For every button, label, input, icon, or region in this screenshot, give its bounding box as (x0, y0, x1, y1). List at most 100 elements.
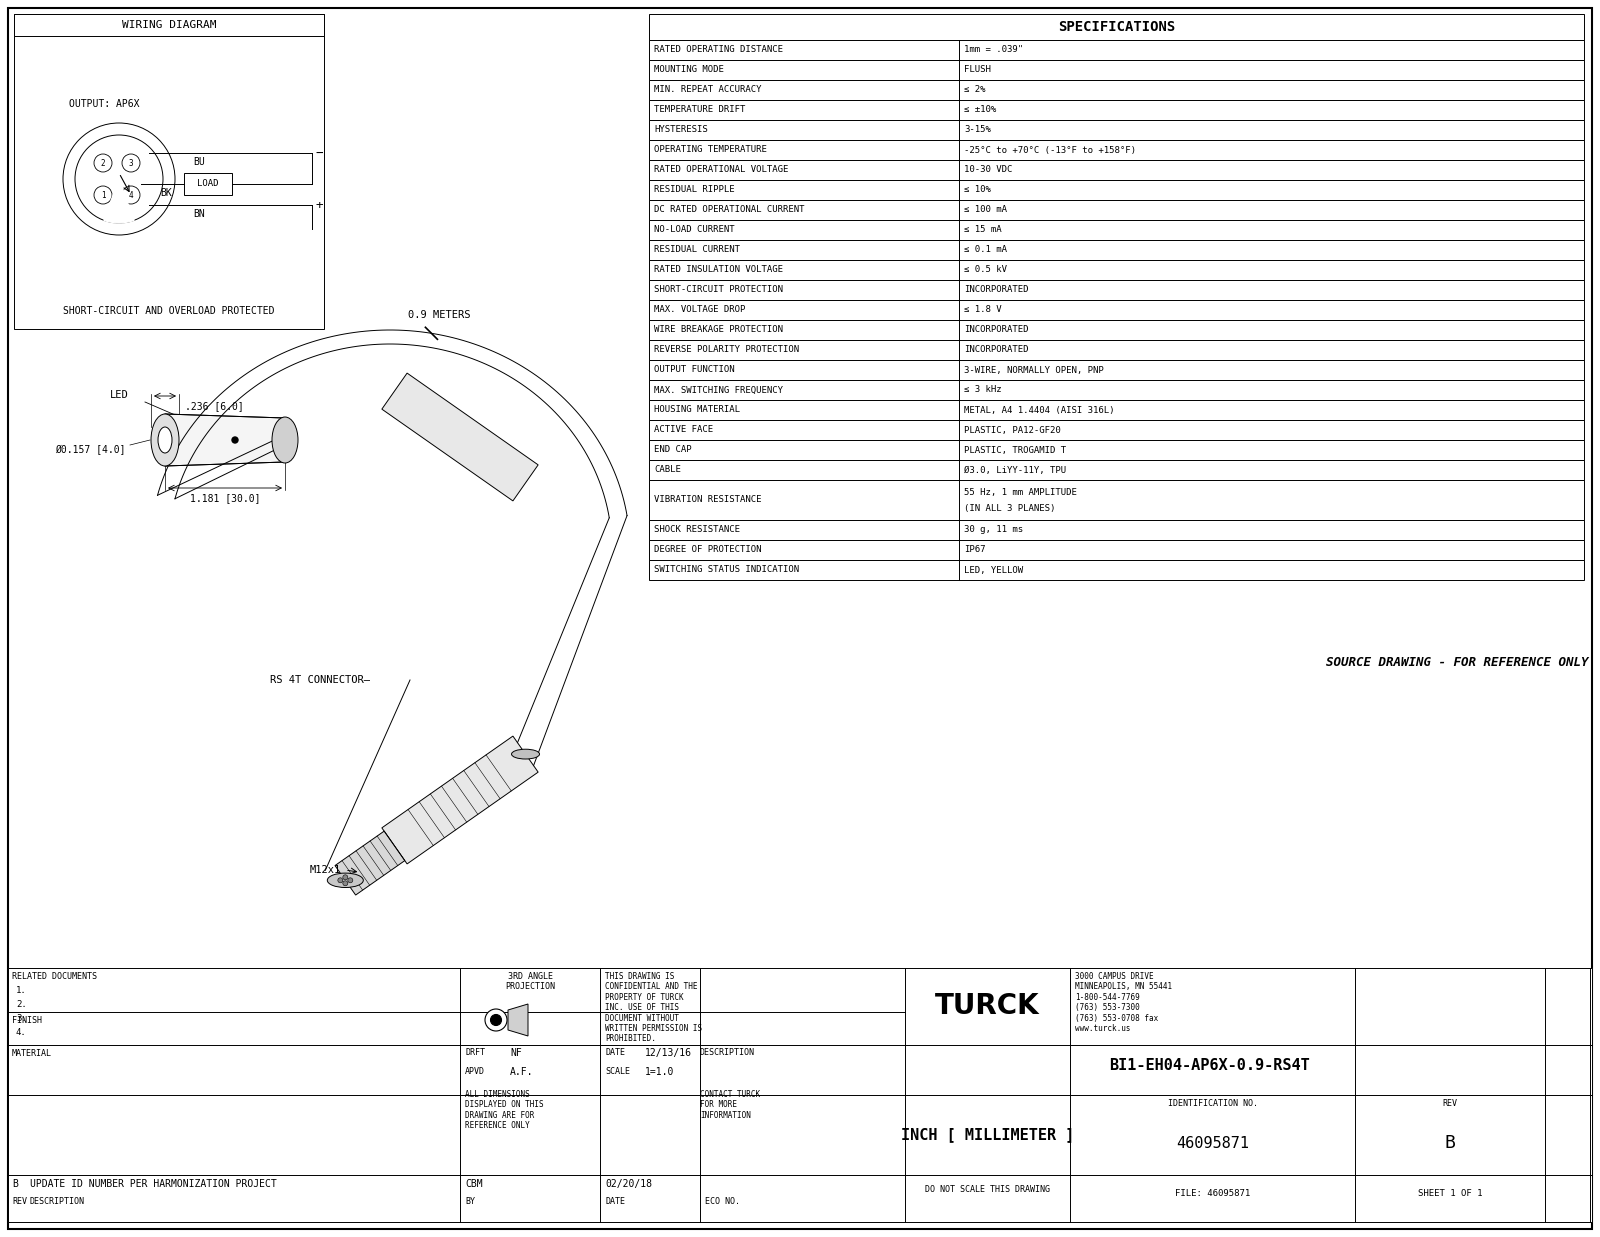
Text: (IN ALL 3 PLANES): (IN ALL 3 PLANES) (963, 505, 1056, 513)
Text: 1: 1 (101, 190, 106, 199)
Text: DATE: DATE (605, 1048, 626, 1056)
Text: TEMPERATURE DRIFT: TEMPERATURE DRIFT (654, 105, 746, 115)
Text: NF: NF (510, 1048, 522, 1058)
Bar (650, 260, 1584, 280)
Text: B: B (13, 1179, 18, 1189)
Circle shape (122, 153, 141, 172)
Text: MAX. VOLTAGE DROP: MAX. VOLTAGE DROP (654, 306, 746, 314)
Text: RESIDUAL CURRENT: RESIDUAL CURRENT (654, 245, 739, 255)
Text: ≤ 3 kHz: ≤ 3 kHz (963, 386, 1002, 395)
Text: METAL, A4 1.4404 (AISI 316L): METAL, A4 1.4404 (AISI 316L) (963, 406, 1115, 414)
Bar (650, 320, 1584, 340)
Polygon shape (509, 1004, 528, 1037)
Bar (650, 421, 1584, 440)
Text: MAX. SWITCHING FREQUENCY: MAX. SWITCHING FREQUENCY (654, 386, 782, 395)
Text: 2: 2 (101, 158, 106, 167)
Text: B: B (1445, 1134, 1456, 1152)
Text: DEGREE OF PROTECTION: DEGREE OF PROTECTION (654, 546, 762, 554)
Text: SHEET 1 OF 1: SHEET 1 OF 1 (1418, 1189, 1482, 1197)
Circle shape (485, 1009, 507, 1030)
Bar (650, 61, 1584, 80)
Text: BN: BN (194, 209, 205, 219)
Bar (650, 520, 1584, 541)
Bar (650, 220, 1584, 240)
Wedge shape (104, 179, 134, 223)
Text: FILE: 46095871: FILE: 46095871 (1174, 1189, 1250, 1197)
Text: SCALE: SCALE (605, 1068, 630, 1076)
Text: ≤ ±10%: ≤ ±10% (963, 105, 997, 115)
Text: FLUSH: FLUSH (963, 66, 990, 74)
Text: NO-LOAD CURRENT: NO-LOAD CURRENT (654, 225, 734, 235)
Bar (650, 181, 1584, 200)
Text: 1mm = .039": 1mm = .039" (963, 46, 1022, 54)
Text: OPERATING TEMPERATURE: OPERATING TEMPERATURE (654, 146, 766, 155)
Text: SHOCK RESISTANCE: SHOCK RESISTANCE (654, 526, 739, 534)
Text: MOUNTING MODE: MOUNTING MODE (654, 66, 723, 74)
Text: +: + (315, 198, 323, 212)
Text: SPECIFICATIONS: SPECIFICATIONS (1058, 20, 1174, 33)
Text: ≤ 1.8 V: ≤ 1.8 V (963, 306, 1002, 314)
Bar (650, 14, 1584, 40)
Text: CBM: CBM (466, 1179, 483, 1189)
Text: 3: 3 (128, 158, 133, 167)
Bar (650, 400, 1584, 421)
Text: LOAD: LOAD (197, 179, 219, 188)
Text: ≤ 2%: ≤ 2% (963, 85, 986, 94)
Bar (650, 440, 1584, 460)
Bar (14, 14, 323, 36)
Polygon shape (382, 374, 538, 501)
Text: −: − (315, 146, 323, 160)
Bar (650, 541, 1584, 560)
Text: 3000 CAMPUS DRIVE
MINNEAPOLIS, MN 55441
1-800-544-7769
(763) 553-7300
(763) 553-: 3000 CAMPUS DRIVE MINNEAPOLIS, MN 55441 … (1075, 972, 1173, 1033)
Bar (184, 173, 232, 195)
Circle shape (342, 881, 347, 886)
Bar (650, 380, 1584, 400)
Text: 3-15%: 3-15% (963, 125, 990, 135)
Ellipse shape (158, 427, 173, 453)
Text: A.F.: A.F. (510, 1068, 533, 1077)
Text: DESCRIPTION: DESCRIPTION (30, 1197, 85, 1206)
Text: RS 4T CONNECTOR—: RS 4T CONNECTOR— (270, 675, 370, 685)
Text: END CAP: END CAP (654, 445, 691, 454)
Text: REV: REV (13, 1197, 27, 1206)
Text: 02/20/18: 02/20/18 (605, 1179, 653, 1189)
Text: M12x1: M12x1 (309, 865, 341, 875)
Bar (650, 360, 1584, 380)
Text: DRFT: DRFT (466, 1048, 485, 1056)
Circle shape (491, 1014, 501, 1025)
Circle shape (347, 878, 354, 883)
Text: THIS DRAWING IS
CONFIDENTIAL AND THE
PROPERTY OF TURCK
INC. USE OF THIS
DOCUMENT: THIS DRAWING IS CONFIDENTIAL AND THE PRO… (605, 972, 702, 1043)
Text: 12/13/16: 12/13/16 (645, 1048, 691, 1058)
Bar (650, 160, 1584, 181)
Text: .236 [6.0]: .236 [6.0] (186, 401, 243, 411)
Circle shape (122, 186, 141, 204)
Text: ≤ 15 mA: ≤ 15 mA (963, 225, 1002, 235)
Text: Ø3.0, LiYY-11Y, TPU: Ø3.0, LiYY-11Y, TPU (963, 465, 1066, 475)
Text: 4.: 4. (16, 1028, 27, 1037)
Text: WIRE BREAKAGE PROTECTION: WIRE BREAKAGE PROTECTION (654, 325, 782, 334)
Text: 46095871: 46095871 (1176, 1136, 1250, 1150)
Text: ALL DIMENSIONS
DISPLAYED ON THIS
DRAWING ARE FOR
REFERENCE ONLY: ALL DIMENSIONS DISPLAYED ON THIS DRAWING… (466, 1090, 544, 1131)
Text: SWITCHING STATUS INDICATION: SWITCHING STATUS INDICATION (654, 565, 798, 574)
Text: DESCRIPTION: DESCRIPTION (701, 1048, 755, 1056)
Text: OUTPUT: AP6X: OUTPUT: AP6X (69, 99, 139, 109)
Text: RATED OPERATIONAL VOLTAGE: RATED OPERATIONAL VOLTAGE (654, 166, 789, 174)
Circle shape (338, 878, 342, 883)
Bar (650, 560, 1584, 580)
Text: VIBRATION RESISTANCE: VIBRATION RESISTANCE (654, 496, 762, 505)
Bar (650, 100, 1584, 120)
Ellipse shape (328, 873, 363, 887)
Bar (650, 280, 1584, 301)
Text: 1=1.0: 1=1.0 (645, 1068, 674, 1077)
Text: REVERSE POLARITY PROTECTION: REVERSE POLARITY PROTECTION (654, 345, 798, 355)
Text: 3-WIRE, NORMALLY OPEN, PNP: 3-WIRE, NORMALLY OPEN, PNP (963, 365, 1104, 375)
Text: SOURCE DRAWING - FOR REFERENCE ONLY: SOURCE DRAWING - FOR REFERENCE ONLY (1325, 656, 1587, 668)
Text: -25°C to +70°C (-13°F to +158°F): -25°C to +70°C (-13°F to +158°F) (963, 146, 1136, 155)
Text: ≤ 10%: ≤ 10% (963, 186, 990, 194)
Text: RESIDUAL RIPPLE: RESIDUAL RIPPLE (654, 186, 734, 194)
Polygon shape (334, 831, 405, 896)
Text: RELATED DOCUMENTS: RELATED DOCUMENTS (13, 972, 98, 981)
Bar (650, 340, 1584, 360)
Text: SHORT-CIRCUIT PROTECTION: SHORT-CIRCUIT PROTECTION (654, 286, 782, 294)
Text: BK: BK (160, 188, 171, 198)
